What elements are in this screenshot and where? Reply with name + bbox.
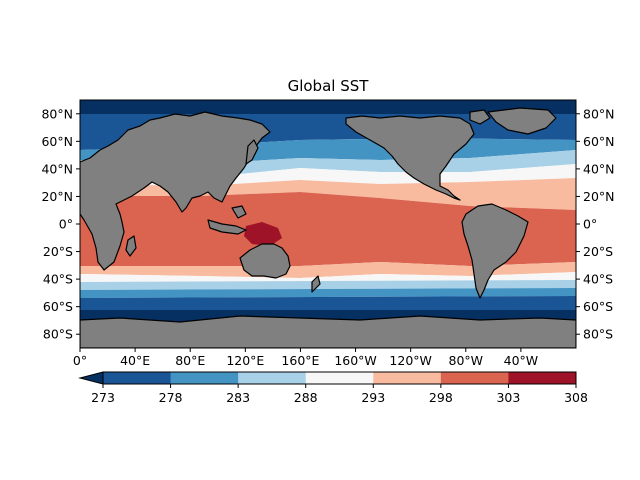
land-greenland xyxy=(487,107,557,135)
colorbar-swatch xyxy=(170,372,239,384)
sst-band-293-298-south xyxy=(80,262,576,278)
longitude-ticks: 0° 40°E 80°E 120°E 160°E 160°W 120°W 80°W 40°W xyxy=(73,348,538,368)
lon-tick-label: 160°W xyxy=(334,353,376,368)
lat-tick-label-right: 80°S xyxy=(583,327,613,342)
lat-tick-label-left: 60°S xyxy=(43,299,73,314)
colorbar-tick-label: 308 xyxy=(564,390,588,405)
sst-bands xyxy=(80,100,576,348)
colorbar-swatch xyxy=(103,372,172,384)
lat-tick-label-left: 0° xyxy=(59,217,73,232)
land-madagascar xyxy=(125,235,137,257)
lat-tick-label-right: 20°N xyxy=(583,189,615,204)
lat-tick-label-left: 40°N xyxy=(41,161,73,176)
land-antarctica xyxy=(80,315,576,348)
sst-band-polar-north xyxy=(80,100,576,114)
latitude-ticks-left: 80°N 60°N 40°N 20°N 0° 20°S 40°S 60°S 80°S xyxy=(41,106,80,342)
land-japan xyxy=(245,139,259,165)
lat-tick-label-right: 60°S xyxy=(583,299,613,314)
lat-tick-label-left: 60°N xyxy=(41,134,73,149)
sst-band-278-283-south xyxy=(80,288,576,298)
lat-tick-label-left: 40°S xyxy=(43,272,73,287)
land-eurasia-africa xyxy=(80,111,271,271)
map-panel xyxy=(80,100,576,348)
lat-tick-label-left: 20°N xyxy=(41,189,73,204)
land-new-zealand xyxy=(311,275,321,293)
colorbar-tick-label: 293 xyxy=(361,390,385,405)
lon-tick-label: 80°W xyxy=(449,353,484,368)
lat-tick-label-right: 80°N xyxy=(583,106,615,121)
lon-tick-label: 40°W xyxy=(504,353,539,368)
lat-tick-label-right: 0° xyxy=(583,217,597,232)
colorbar-frame xyxy=(102,371,577,385)
chart-title: Global SST xyxy=(288,77,370,95)
lon-tick-label: 120°E xyxy=(226,353,264,368)
latitude-ticks-right: 80°N 60°N 40°N 20°N 0° 20°S 40°S 60°S 80°S xyxy=(576,106,615,342)
sst-band-288-293-south xyxy=(80,272,576,282)
land-australia xyxy=(239,243,291,279)
sst-band-283-288-south xyxy=(80,280,576,290)
lat-tick-label-left: 80°N xyxy=(41,106,73,121)
colorbar-tick-label: 298 xyxy=(429,390,453,405)
sst-band-273-278-south xyxy=(80,296,576,310)
land-south-america xyxy=(461,203,529,299)
colorbar-tick-label: 283 xyxy=(226,390,250,405)
lon-tick-label: 80°E xyxy=(175,353,205,368)
land xyxy=(80,107,576,348)
colorbar-swatch xyxy=(440,372,509,384)
sst-band-303-308-warm-pool xyxy=(244,222,282,246)
colorbar: 273 278 283 288 293 298 303 308 xyxy=(78,371,588,405)
colorbar-extend-min xyxy=(78,371,104,385)
colorbar-swatch xyxy=(238,372,307,384)
lat-tick-label-left: 20°S xyxy=(43,244,73,259)
colorbar-tick-label: 273 xyxy=(91,390,115,405)
lon-tick-label: 120°W xyxy=(389,353,431,368)
lat-tick-label-right: 40°N xyxy=(583,161,615,176)
lon-tick-label: 0° xyxy=(73,353,87,368)
lon-tick-label: 160°E xyxy=(281,353,319,368)
land-north-america xyxy=(345,115,475,201)
lat-tick-label-right: 40°S xyxy=(583,272,613,287)
colorbar-tick-label: 278 xyxy=(159,390,183,405)
lat-tick-label-right: 60°N xyxy=(583,134,615,149)
lon-tick-label: 40°E xyxy=(120,353,150,368)
land-maritime-continent xyxy=(207,205,247,235)
lat-tick-label-left: 80°S xyxy=(43,327,73,342)
colorbar-tick-label: 303 xyxy=(496,390,520,405)
colorbar-swatch xyxy=(508,372,577,384)
colorbar-tick-label: 288 xyxy=(294,390,318,405)
lat-tick-label-right: 20°S xyxy=(583,244,613,259)
colorbar-swatch xyxy=(373,372,442,384)
colorbar-swatch xyxy=(305,372,374,384)
land-arctic-canada xyxy=(469,109,491,125)
sst-band-298-303 xyxy=(80,192,576,266)
